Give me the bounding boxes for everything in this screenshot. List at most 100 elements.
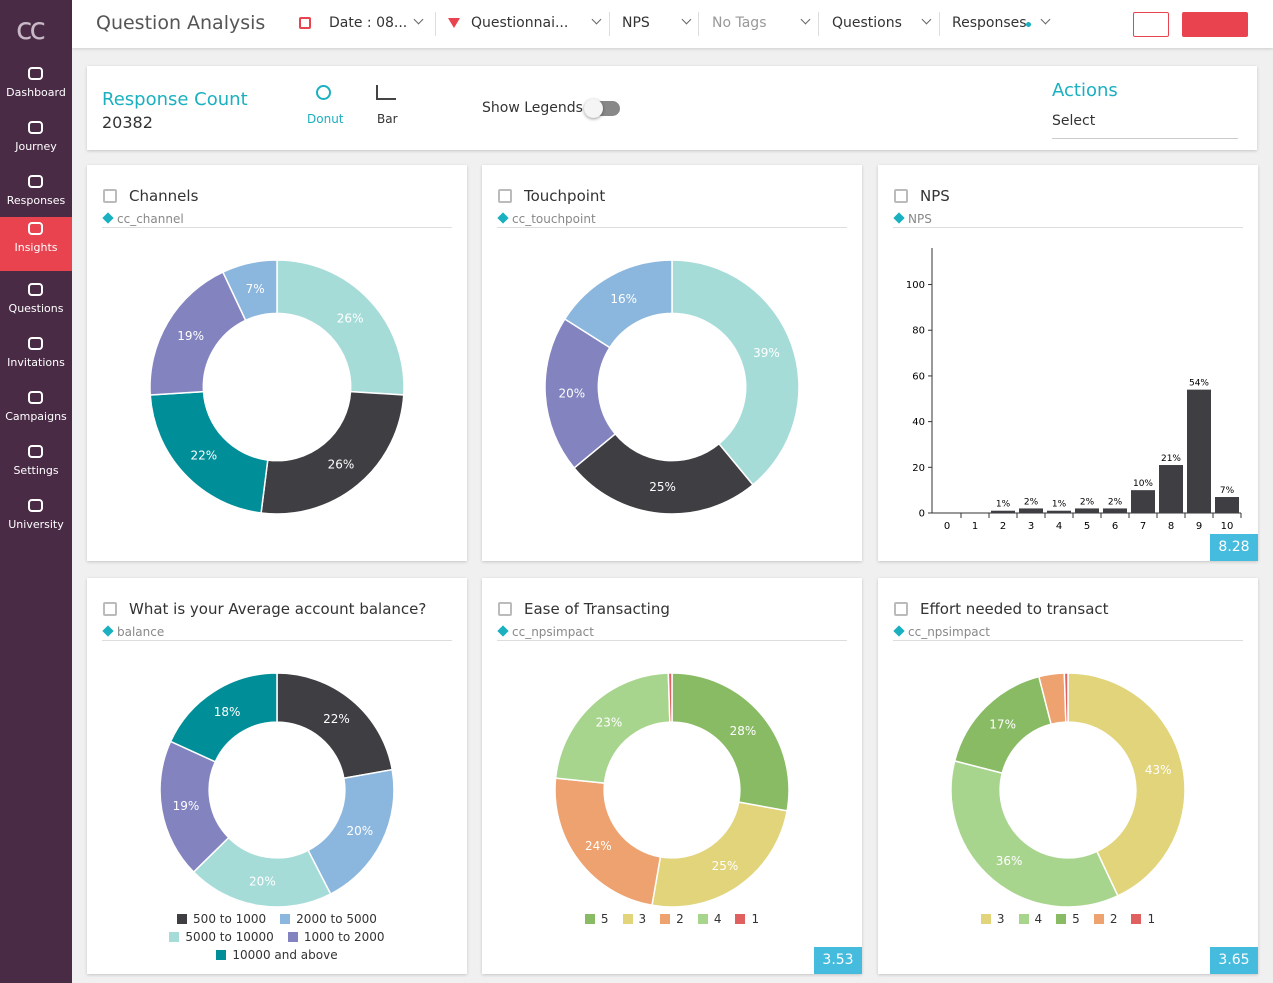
card-icon: [498, 602, 512, 616]
response-count-label: Response Count: [102, 89, 248, 110]
nav-item[interactable]: Responses: [0, 170, 72, 224]
filter[interactable]: Questions: [832, 15, 902, 31]
data-label: 20%: [346, 824, 373, 838]
filter[interactable]: No Tags: [712, 15, 767, 31]
y-tick-label: 40: [912, 417, 925, 428]
legend-item[interactable]: 3: [622, 912, 647, 926]
donut-slice[interactable]: [1063, 672, 1069, 723]
legend-toggle[interactable]: [584, 99, 620, 118]
donut-slice[interactable]: [276, 259, 405, 396]
x-tick-label: 9: [1196, 521, 1202, 532]
legend-item[interactable]: 500 to 1000: [177, 912, 266, 926]
nav-item[interactable]: Invitations: [0, 332, 72, 386]
actions-label: Actions: [1052, 80, 1118, 101]
filter[interactable]: Questionnai...: [471, 15, 569, 31]
data-label: 22%: [191, 449, 218, 463]
nav-item[interactable]: University: [0, 494, 72, 548]
y-tick-label: 100: [906, 280, 925, 291]
filter[interactable]: Responses: [952, 15, 1027, 31]
view-option[interactable]: Donut: [307, 112, 344, 126]
separator: [609, 12, 610, 36]
nav-item[interactable]: Questions: [0, 278, 72, 332]
chart: 39% 25% 20% 16%: [544, 259, 800, 515]
chart: 28% 25% 24% 23%: [554, 672, 790, 908]
data-label: 39%: [753, 346, 780, 360]
bar[interactable]: [991, 510, 1015, 513]
bar[interactable]: [1047, 510, 1071, 513]
donut-slice[interactable]: [554, 777, 662, 907]
donut-slice[interactable]: [1067, 672, 1186, 897]
legend-item[interactable]: 5: [584, 912, 609, 926]
nav-icon: [28, 121, 43, 134]
filter[interactable]: NPS: [622, 15, 650, 31]
bar[interactable]: [1103, 508, 1127, 513]
legend-item[interactable]: 2: [660, 912, 684, 926]
nav-icon: [28, 175, 43, 188]
actions-select[interactable]: Select: [1052, 113, 1238, 139]
data-label: 25%: [712, 859, 739, 873]
donut-slice[interactable]: [221, 259, 278, 322]
legend-label: 1: [751, 912, 760, 926]
x-tick-label: 2: [1000, 521, 1006, 532]
logo[interactable]: cc: [16, 12, 46, 47]
legend-item[interactable]: 5000 to 10000: [169, 930, 274, 944]
nav-label: Questions: [8, 302, 64, 315]
legend-swatch: [1093, 914, 1104, 924]
chevron: [591, 14, 602, 25]
bar[interactable]: [1215, 497, 1239, 513]
chart-title: Effort needed to transact: [920, 600, 1109, 618]
chart-title: Touchpoint: [524, 187, 606, 205]
nav-item[interactable]: Dashboard: [0, 62, 72, 116]
legend-item[interactable]: 3: [980, 912, 1005, 926]
legend-item[interactable]: 4: [1018, 912, 1042, 926]
donut-slice[interactable]: [169, 672, 278, 763]
bar[interactable]: [1019, 508, 1043, 513]
donut-slice[interactable]: [671, 672, 790, 812]
y-tick-label: 0: [919, 509, 925, 520]
x-tick-label: 0: [944, 521, 950, 532]
legend: 3 4 5 2 1: [918, 912, 1218, 926]
bar[interactable]: [1075, 508, 1099, 513]
legend-item[interactable]: 2: [1093, 912, 1117, 926]
nav-item[interactable]: Settings: [0, 440, 72, 494]
download-button[interactable]: [1182, 12, 1248, 37]
legend-item[interactable]: 10000 and above: [216, 948, 338, 962]
data-label: 43%: [1145, 763, 1172, 777]
legend-swatch: [280, 914, 291, 924]
view-option[interactable]: Bar: [377, 112, 398, 126]
bar[interactable]: [1187, 389, 1211, 513]
nav-item[interactable]: Journey: [0, 116, 72, 170]
filter[interactable]: Date : 08...: [329, 15, 408, 31]
bar[interactable]: [1131, 490, 1155, 513]
y-tick-label: 80: [912, 326, 925, 337]
legend-item[interactable]: 4: [697, 912, 721, 926]
donut-icon[interactable]: [316, 85, 331, 100]
donut-slice[interactable]: [667, 672, 673, 723]
legend-label: 3: [638, 912, 647, 926]
donut-slice[interactable]: [573, 432, 755, 515]
legend-item[interactable]: 1: [1131, 912, 1155, 926]
chart-tag: cc_touchpoint: [512, 212, 596, 226]
data-label: 28%: [730, 724, 757, 738]
chart-card: What is your Average account balance? bal…: [87, 578, 467, 974]
legend-item[interactable]: 2000 to 5000: [280, 912, 377, 926]
legend-item[interactable]: 5: [1056, 912, 1080, 926]
donut-slice[interactable]: [276, 672, 394, 780]
nav-icon: [28, 337, 43, 350]
legend-item[interactable]: 1000 to 2000: [287, 930, 385, 944]
legend-swatch: [1131, 914, 1142, 924]
bar-icon[interactable]: [376, 85, 396, 100]
donut-slice[interactable]: [671, 259, 800, 486]
card-icon: [498, 189, 512, 203]
donut-slice[interactable]: [950, 759, 1119, 908]
donut-slice[interactable]: [651, 801, 788, 908]
nav-item[interactable]: Insights: [0, 217, 72, 271]
nav-item[interactable]: Campaigns: [0, 386, 72, 440]
donut-slice[interactable]: [563, 259, 673, 349]
legend-item[interactable]: 1: [735, 912, 759, 926]
donut-slice[interactable]: [260, 390, 405, 515]
bar[interactable]: [1159, 465, 1183, 513]
clear-filter-button[interactable]: [1133, 12, 1169, 37]
nav-icon: [28, 67, 43, 80]
